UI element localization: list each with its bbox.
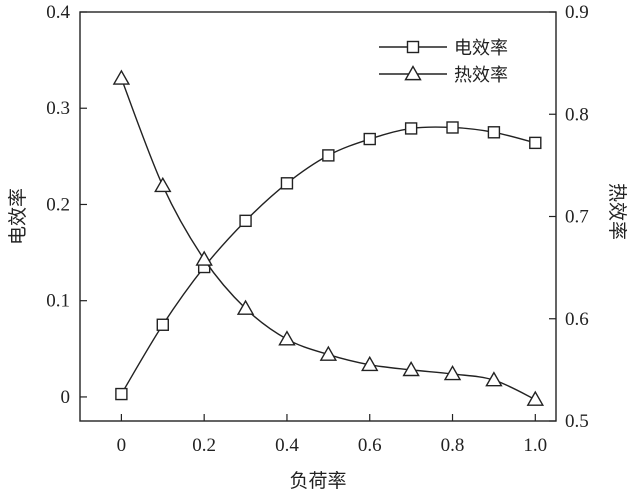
series-electric-efficiency-point <box>404 122 418 135</box>
series-thermal-efficiency-point <box>402 360 420 377</box>
y-left-tick-label: 0.2 <box>46 194 70 215</box>
y-right-tick-label: 0.5 <box>565 411 589 432</box>
x-tick-label: 0.4 <box>275 435 299 456</box>
x-tick-label: 1.0 <box>523 435 547 456</box>
series-thermal-efficiency-point <box>485 371 503 387</box>
y-left-axis-title: 电效率 <box>7 188 29 245</box>
series-thermal-efficiency-point <box>526 390 545 406</box>
series-electric-efficiency-point <box>239 214 252 228</box>
y-left-tick-label: 0 <box>61 387 71 408</box>
series-thermal-efficiency-point <box>319 345 338 361</box>
series-thermal-efficiency-point <box>278 330 296 346</box>
series-thermal-efficiency-line <box>120 78 536 401</box>
series-thermal-efficiency-point <box>361 355 379 372</box>
series-electric-efficiency-point <box>487 126 501 139</box>
series-electric-efficiency-point <box>156 318 169 331</box>
series-electric-efficiency-point <box>363 132 376 146</box>
y-left-tick-label: 0.1 <box>46 291 70 312</box>
legend-label: 热效率 <box>454 65 508 86</box>
y-left-tick-label: 0.4 <box>46 2 70 23</box>
x-tick-label: 0 <box>117 435 127 456</box>
x-tick-label: 0.8 <box>441 435 465 456</box>
y-right-axis-title: 热效率 <box>606 183 628 240</box>
series-electric-efficiency-point <box>322 149 335 162</box>
x-axis-title: 负荷率 <box>289 470 346 492</box>
series-thermal-efficiency-point <box>195 250 213 266</box>
legend-marker-square <box>406 40 420 54</box>
legend-label: 电效率 <box>454 38 508 59</box>
y-left-tick-label: 0.3 <box>46 98 70 119</box>
y-right-tick-label: 0.6 <box>565 309 589 330</box>
series-electric-efficiency-point <box>280 177 294 190</box>
series-thermal-efficiency-point <box>443 365 462 381</box>
series-electric-efficiency-point <box>529 136 542 150</box>
x-tick-label: 0.6 <box>358 435 382 456</box>
legend-marker-triangle <box>404 65 422 81</box>
x-tick-label: 0.2 <box>192 435 216 456</box>
series-thermal-efficiency-point <box>236 299 255 315</box>
series-electric-efficiency-point <box>446 121 459 134</box>
series-electric-efficiency-point <box>115 387 128 401</box>
series-thermal-efficiency-point <box>154 176 172 193</box>
y-right-tick-label: 0.8 <box>565 104 589 125</box>
y-right-tick-label: 0.7 <box>565 207 589 228</box>
y-right-tick-label: 0.9 <box>565 2 589 23</box>
series-thermal-efficiency-point <box>112 69 131 85</box>
